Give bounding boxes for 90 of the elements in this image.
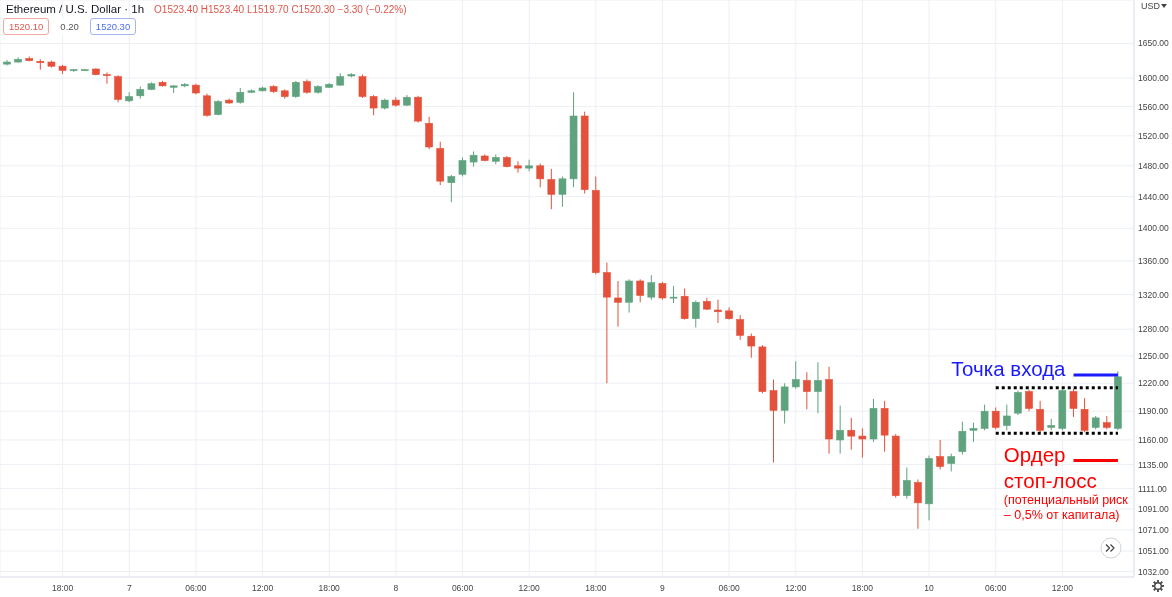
- x-tick-label: 18:00: [585, 583, 607, 594]
- candlestick: [814, 361, 822, 414]
- candlestick: [1069, 388, 1078, 418]
- x-tick-label: 06:00: [185, 583, 207, 594]
- candlestick: [936, 439, 944, 470]
- series-label: Точка входа: [951, 356, 1067, 380]
- candlestick: [958, 421, 967, 456]
- candlestick: [1014, 390, 1022, 416]
- y-tick-label: 1360.00: [1138, 256, 1169, 266]
- candlestick: [969, 422, 978, 443]
- chart-title: Ethereum / U.S. Dollar · 1h: [6, 3, 145, 15]
- candlestick: [914, 478, 922, 530]
- candlestick: [691, 300, 700, 328]
- y-tick-label: 1520.00: [1138, 130, 1169, 141]
- candlestick: [114, 74, 122, 103]
- candlestick: [791, 360, 800, 390]
- x-tick-label: 12:00: [251, 583, 274, 594]
- x-tick-label: 12:00: [1051, 583, 1074, 594]
- series-label: Ордер стоп-лосс: [1003, 442, 1097, 492]
- candlestick: [547, 168, 556, 210]
- y-tick-label: 1051.00: [1138, 546, 1169, 557]
- x-tick-label: 18:00: [51, 583, 74, 594]
- candlestick: [736, 314, 744, 341]
- x-tick-label: 9: [660, 583, 666, 594]
- candlestick: [647, 274, 656, 301]
- candlestick: [714, 299, 722, 324]
- annotation: 1520.10: [3, 18, 50, 35]
- candlestick: [1080, 397, 1089, 433]
- candlestick: [1036, 400, 1044, 433]
- y-tick-label: 1190.00: [1138, 406, 1169, 417]
- candlestick: [558, 176, 567, 208]
- candlestick: [369, 94, 378, 116]
- x-tick-label: 06:00: [451, 583, 474, 594]
- candlestick: [525, 159, 533, 172]
- x-tick-label: 18:00: [318, 583, 341, 594]
- x-tick-label: 06:00: [718, 583, 741, 594]
- chart-subtitle: O1523.40 H1523.40 L1519.70 C1520.30 −3.30 (−0.22%): [154, 4, 407, 15]
- y-tick-label: 1280.00: [1138, 324, 1169, 335]
- candlestick: [36, 58, 45, 71]
- y-tick-label: 1071.00: [1138, 524, 1169, 535]
- candlestick: [780, 382, 789, 425]
- candlestick: [858, 427, 867, 459]
- candlestick: [447, 174, 456, 203]
- candlestick: [847, 417, 856, 451]
- x-tick-label: 18:00: [851, 583, 874, 594]
- candlestick: [1025, 389, 1033, 412]
- y-tick-label: 1440.00: [1138, 191, 1169, 202]
- annotation: 0.20: [54, 18, 85, 35]
- y-tick-label: 1135.00: [1138, 459, 1169, 470]
- candlestick: [614, 280, 622, 328]
- candlestick: [425, 116, 433, 150]
- x-tick-label: 12:00: [785, 583, 807, 594]
- x-tick-label: 06:00: [985, 583, 1007, 594]
- x-tick-label: 7: [126, 583, 132, 594]
- y-tick-label: 1560.00: [1138, 101, 1169, 112]
- candlestick: [358, 74, 367, 99]
- y-tick-label: 1032.00: [1138, 566, 1169, 577]
- y-tick-label: 1220.00: [1138, 378, 1169, 389]
- annotation: 1520.30: [89, 18, 137, 35]
- y-tick-label: 1650.00: [1138, 38, 1169, 49]
- candlestick: [536, 163, 545, 188]
- candlestick: [680, 288, 689, 321]
- y-tick-label: 1160.00: [1138, 434, 1169, 445]
- x-tick-label: 12:00: [518, 583, 541, 594]
- candlestick: [836, 405, 844, 455]
- y-tick-label: 1111.00: [1138, 483, 1168, 494]
- x-tick-label: 8: [393, 583, 399, 594]
- candlestick: [747, 333, 756, 359]
- y-tick-label: 1320.00: [1138, 289, 1169, 300]
- candlestick: [103, 71, 111, 85]
- candlestick: [803, 371, 811, 410]
- candlestick: [769, 379, 778, 463]
- candlestick: [414, 95, 422, 124]
- annotation: (потенциальный риск – 0,5% от капитала): [1003, 492, 1129, 522]
- candlestick: [203, 93, 211, 118]
- candlestick: [1003, 404, 1011, 431]
- y-tick-label: 1250.00: [1138, 350, 1169, 361]
- x-tick-label: 10: [924, 583, 935, 594]
- candlestick: [991, 406, 1000, 430]
- y-axis-title: USD: [1141, 1, 1161, 11]
- candlestick: [980, 404, 989, 431]
- y-tick-label: 1400.00: [1138, 223, 1169, 234]
- candlestick: [625, 278, 633, 314]
- candlestick: [636, 278, 645, 303]
- candlestick: [903, 466, 911, 500]
- y-tick-label: 1480.00: [1138, 160, 1169, 171]
- y-tick-label: 1091.00: [1138, 503, 1169, 514]
- candlestick: [514, 160, 522, 174]
- y-tick-label: 1600.00: [1138, 73, 1169, 84]
- candlestick: [458, 157, 467, 178]
